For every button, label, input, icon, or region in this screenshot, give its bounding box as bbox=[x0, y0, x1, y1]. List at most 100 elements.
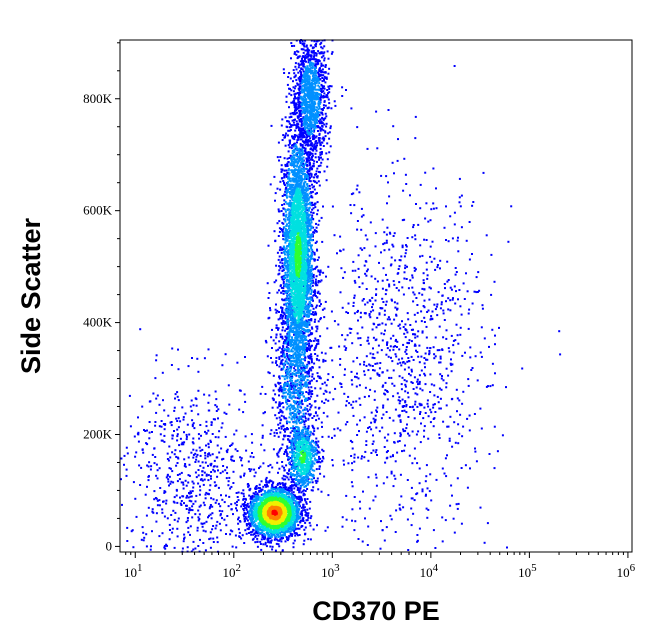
event-dot bbox=[192, 404, 195, 407]
event-dot bbox=[120, 478, 122, 481]
event-dot bbox=[317, 269, 320, 272]
event-dot bbox=[425, 475, 428, 478]
event-dot bbox=[289, 308, 292, 311]
event-dot bbox=[300, 519, 303, 522]
event-dot bbox=[305, 339, 308, 341]
event-dot bbox=[232, 470, 235, 473]
event-dot bbox=[361, 282, 364, 285]
event-dot bbox=[322, 457, 325, 460]
event-dot bbox=[302, 505, 305, 508]
event-dot bbox=[276, 251, 279, 254]
event-dot bbox=[295, 321, 298, 324]
event-dot bbox=[280, 486, 283, 489]
event-dot bbox=[287, 274, 290, 277]
event-dot bbox=[286, 165, 289, 167]
event-dot bbox=[414, 403, 417, 406]
event-dot bbox=[281, 204, 284, 206]
event-dot bbox=[278, 249, 281, 252]
event-dot bbox=[281, 549, 284, 552]
event-dot bbox=[237, 528, 240, 531]
event-dot bbox=[194, 452, 197, 455]
event-dot bbox=[293, 51, 296, 54]
event-dot bbox=[275, 336, 278, 339]
event-dot bbox=[374, 473, 377, 476]
event-dot bbox=[203, 478, 206, 481]
event-dot bbox=[431, 240, 434, 243]
event-dot bbox=[394, 408, 397, 411]
event-dot bbox=[366, 238, 369, 241]
event-dot bbox=[254, 541, 257, 544]
event-dot bbox=[378, 261, 380, 264]
event-dot bbox=[319, 164, 322, 167]
event-dot bbox=[480, 326, 483, 329]
event-dot bbox=[409, 279, 412, 282]
event-dot bbox=[222, 457, 225, 460]
event-dot bbox=[309, 229, 312, 232]
event-dot bbox=[387, 109, 390, 111]
event-dot bbox=[304, 490, 307, 492]
event-dot bbox=[182, 487, 185, 490]
event-dot bbox=[241, 464, 244, 467]
event-dot bbox=[294, 534, 297, 537]
event-dot bbox=[331, 464, 334, 467]
event-dot bbox=[315, 468, 318, 471]
event-dot bbox=[302, 494, 305, 497]
event-dot bbox=[321, 124, 324, 127]
event-dot bbox=[315, 284, 318, 287]
event-dot bbox=[310, 392, 313, 395]
event-dot bbox=[425, 261, 428, 264]
event-dot bbox=[243, 472, 246, 475]
event-dot bbox=[283, 173, 286, 176]
event-dot bbox=[277, 273, 280, 276]
event-dot bbox=[493, 280, 496, 283]
event-dot bbox=[147, 479, 150, 482]
event-dot bbox=[324, 135, 327, 138]
event-dot bbox=[457, 250, 460, 253]
event-dot bbox=[280, 251, 283, 254]
event-dot bbox=[178, 478, 181, 481]
event-dot bbox=[319, 96, 322, 99]
event-dot bbox=[299, 142, 302, 145]
event-dot bbox=[134, 455, 137, 458]
event-dot bbox=[408, 372, 410, 375]
event-dot bbox=[471, 302, 474, 305]
event-dot bbox=[300, 71, 302, 74]
event-dot bbox=[236, 509, 238, 512]
event-dot bbox=[303, 45, 306, 48]
event-dot bbox=[308, 238, 311, 241]
event-dot bbox=[293, 324, 296, 327]
event-dot bbox=[325, 77, 328, 80]
event-dot bbox=[286, 380, 289, 383]
event-dot bbox=[283, 284, 286, 287]
event-dot bbox=[324, 300, 327, 303]
event-dot bbox=[312, 138, 314, 141]
event-dot bbox=[304, 359, 306, 362]
event-dot bbox=[288, 435, 291, 438]
event-dot bbox=[249, 523, 252, 526]
event-dot bbox=[173, 496, 176, 499]
event-dot bbox=[285, 175, 288, 178]
event-dot bbox=[308, 397, 311, 400]
event-dot bbox=[340, 383, 343, 386]
event-dot bbox=[294, 62, 297, 65]
event-dot bbox=[373, 357, 376, 360]
event-dot bbox=[450, 484, 453, 487]
event-dot bbox=[359, 344, 362, 346]
event-dot bbox=[196, 453, 199, 456]
event-dot bbox=[432, 529, 435, 532]
event-dot bbox=[287, 489, 290, 492]
event-dot bbox=[159, 433, 162, 436]
event-dot bbox=[412, 224, 415, 226]
event-dot bbox=[289, 199, 292, 202]
event-dot bbox=[168, 445, 171, 448]
event-dot bbox=[359, 507, 362, 510]
event-dot bbox=[355, 400, 358, 403]
event-dot bbox=[310, 296, 313, 299]
event-dot bbox=[301, 40, 304, 43]
event-dot bbox=[284, 291, 287, 294]
event-dot bbox=[182, 483, 185, 486]
event-dot bbox=[199, 538, 201, 541]
event-dot bbox=[319, 317, 322, 320]
event-dot bbox=[458, 399, 461, 402]
event-dot bbox=[307, 397, 310, 400]
